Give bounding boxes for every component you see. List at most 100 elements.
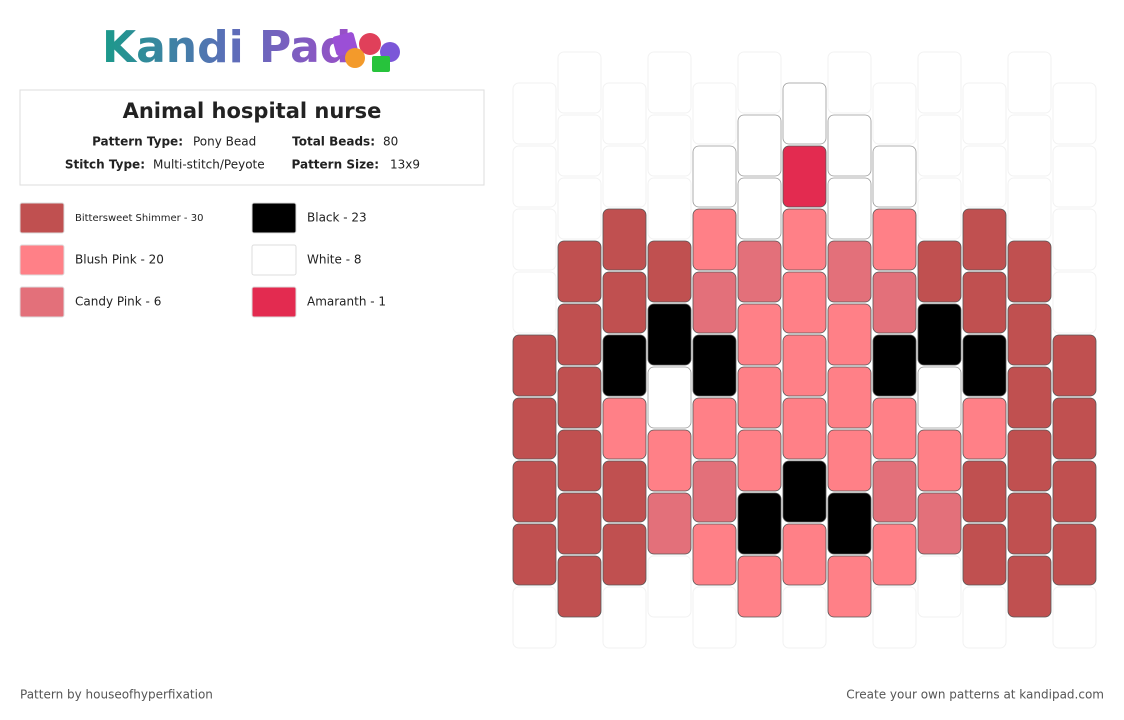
- empty-bead: [647, 114, 692, 177]
- bead: [692, 523, 737, 586]
- empty-bead: [602, 82, 647, 145]
- bead: [647, 240, 692, 303]
- bead: [827, 240, 872, 303]
- empty-bead: [1052, 145, 1097, 208]
- bead: [782, 82, 827, 145]
- bead: [917, 366, 962, 429]
- bead: [737, 555, 782, 618]
- info-box: [19, 89, 485, 186]
- bead: [1007, 303, 1052, 366]
- empty-bead: [1052, 586, 1097, 649]
- legend-label: Bittersweet Shimmer - 30: [75, 213, 203, 224]
- bead: [602, 460, 647, 523]
- bead: [602, 208, 647, 271]
- bead: [827, 429, 872, 492]
- bead: [872, 523, 917, 586]
- bead: [512, 460, 557, 523]
- legend-swatch: [251, 286, 297, 318]
- bead: [782, 397, 827, 460]
- bead: [827, 114, 872, 177]
- legend-swatch: [251, 202, 297, 234]
- bead: [782, 334, 827, 397]
- bead: [962, 523, 1007, 586]
- bead: [1007, 366, 1052, 429]
- bead: [962, 334, 1007, 397]
- bead: [602, 397, 647, 460]
- bead: [782, 523, 827, 586]
- bead: [602, 271, 647, 334]
- empty-bead: [962, 586, 1007, 649]
- field-label: Pattern Type:: [92, 135, 183, 149]
- empty-bead: [692, 82, 737, 145]
- empty-bead: [647, 555, 692, 618]
- empty-bead: [602, 586, 647, 649]
- empty-bead: [512, 208, 557, 271]
- bead: [827, 492, 872, 555]
- legend-swatch: [251, 244, 297, 276]
- field-label: Stitch Type:: [65, 158, 145, 172]
- bead: [962, 460, 1007, 523]
- empty-bead: [1007, 177, 1052, 240]
- field-value: Pony Bead: [193, 135, 256, 149]
- bead: [872, 334, 917, 397]
- bead: [827, 177, 872, 240]
- bead: [602, 334, 647, 397]
- bead: [737, 366, 782, 429]
- bead: [962, 208, 1007, 271]
- empty-bead: [557, 177, 602, 240]
- bead: [512, 334, 557, 397]
- bead: [962, 271, 1007, 334]
- logo-icon: [332, 32, 400, 72]
- empty-bead: [917, 555, 962, 618]
- legend-swatch: [19, 202, 65, 234]
- bead: [512, 397, 557, 460]
- bead: [872, 271, 917, 334]
- legend-label: Amaranth - 1: [307, 295, 386, 309]
- bead: [647, 366, 692, 429]
- bead: [557, 492, 602, 555]
- empty-bead: [872, 586, 917, 649]
- bead: [602, 523, 647, 586]
- pattern-title: Animal hospital nurse: [123, 99, 382, 123]
- bead: [557, 555, 602, 618]
- empty-bead: [692, 586, 737, 649]
- bead: [782, 145, 827, 208]
- bead: [692, 460, 737, 523]
- footer-link[interactable]: Create your own patterns at kandipad.com: [846, 688, 1104, 702]
- legend-label: Blush Pink - 20: [75, 253, 164, 267]
- empty-bead: [872, 82, 917, 145]
- empty-bead: [512, 82, 557, 145]
- empty-bead: [962, 82, 1007, 145]
- bead: [827, 303, 872, 366]
- bead: [1052, 397, 1097, 460]
- logo[interactable]: Kandi Pad: [102, 22, 351, 73]
- empty-bead: [917, 114, 962, 177]
- legend-swatch: [19, 286, 65, 318]
- bead: [827, 555, 872, 618]
- empty-bead: [512, 271, 557, 334]
- field-label: Total Beads:: [292, 135, 375, 149]
- empty-bead: [962, 145, 1007, 208]
- empty-bead: [647, 51, 692, 114]
- bead: [557, 303, 602, 366]
- bead: [782, 208, 827, 271]
- bead: [827, 366, 872, 429]
- empty-bead: [1007, 51, 1052, 114]
- empty-bead: [512, 145, 557, 208]
- legend-label: White - 8: [307, 253, 362, 267]
- bead: [1007, 492, 1052, 555]
- bead: [782, 271, 827, 334]
- bead: [737, 177, 782, 240]
- bead: [1007, 429, 1052, 492]
- empty-bead: [827, 51, 872, 114]
- bead: [917, 240, 962, 303]
- empty-bead: [1052, 208, 1097, 271]
- empty-bead: [557, 51, 602, 114]
- legend-label: Candy Pink - 6: [75, 295, 161, 309]
- bead: [962, 397, 1007, 460]
- empty-bead: [1052, 82, 1097, 145]
- bead: [692, 271, 737, 334]
- empty-bead: [512, 586, 557, 649]
- bead: [647, 492, 692, 555]
